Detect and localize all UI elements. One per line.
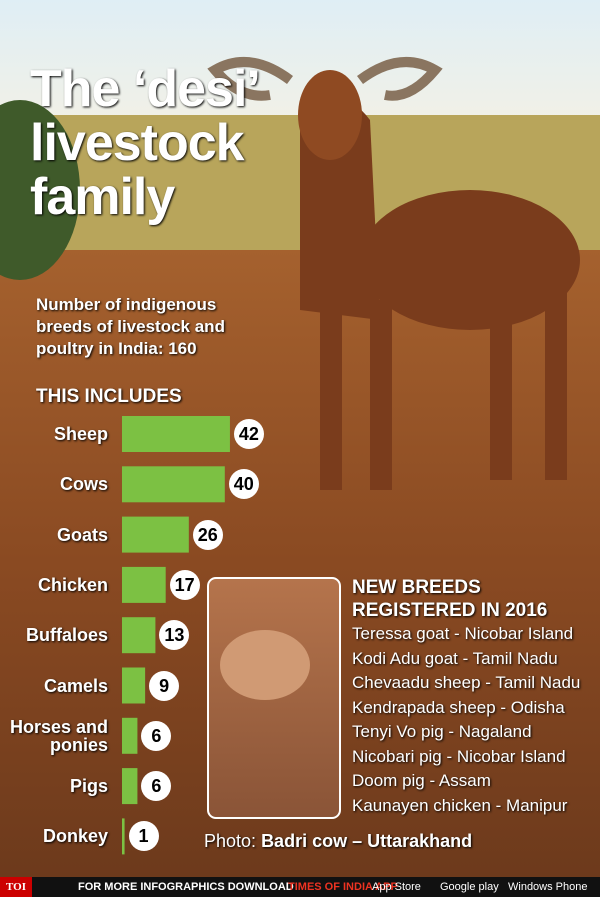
new-breed: Doom pig - Assam — [352, 771, 491, 790]
value-label: 6 — [141, 771, 172, 802]
value-label: 42 — [233, 419, 264, 449]
value-label: 40 — [228, 469, 259, 500]
value-label: 13 — [159, 620, 190, 651]
value-label: 9 — [149, 670, 180, 701]
photo-caption: Photo: Badri cow – Uttarakhand — [204, 831, 472, 852]
category-label: Donkey — [42, 826, 108, 847]
caption-prefix: Photo: — [204, 831, 257, 851]
new-breed: Chevaadu sheep - Tamil Nadu — [352, 673, 581, 692]
category-label: Goats — [56, 524, 108, 545]
new-breeds-title: NEW BREEDS REGISTERED IN 2016 — [352, 577, 548, 621]
new-breed: Nicobari pig - Nicobar Island — [352, 746, 566, 766]
title: The ‘desi’ livestock family — [30, 60, 258, 226]
bar — [122, 667, 146, 704]
bar — [122, 566, 166, 603]
category-label: Chicken — [37, 574, 108, 595]
new-breed: Teressa goat - Nicobar Island — [352, 624, 574, 643]
category-label: Horses and ponies — [9, 716, 108, 755]
new-breed: Tenyi Vo pig - Nagaland — [352, 722, 532, 741]
value-label: 26 — [192, 519, 223, 550]
value-label: 1 — [128, 821, 159, 852]
store: Windows Phone — [508, 881, 588, 893]
store: Google play — [440, 881, 499, 893]
section-label: THIS INCLUDES — [36, 386, 182, 407]
footer-text: FOR MORE INFOGRAPHICS DOWNLOAD — [78, 881, 294, 893]
category-label: Pigs — [69, 776, 108, 797]
footer-app: TIMES OF INDIA APP — [288, 881, 398, 893]
bar — [122, 768, 138, 805]
store: App Store — [372, 881, 421, 893]
bar — [122, 416, 230, 452]
value-label: 6 — [141, 720, 172, 751]
new-breed: Kendrapada sheep - Odisha — [352, 697, 565, 717]
category-label: Cows — [59, 474, 108, 495]
new-breed: Kaunayen chicken - Manipur — [352, 795, 568, 815]
brand: TOI — [0, 877, 32, 897]
footer: TOI FOR MORE INFOGRAPHICS DOWNLOAD TIMES… — [0, 877, 600, 897]
caption: Badri cow – Uttarakhand — [261, 831, 473, 851]
category-label: Sheep — [53, 424, 108, 444]
bar — [122, 717, 138, 754]
bar — [122, 516, 189, 553]
new-breed: Kodi Adu goat - Tamil Nadu — [352, 648, 558, 668]
bar — [122, 818, 125, 855]
category-label: Buffaloes — [25, 625, 108, 646]
subtitle: Number of indigenous breeds of livestock… — [36, 295, 225, 358]
bar — [122, 617, 156, 654]
value-label: 17 — [169, 569, 200, 600]
bar — [122, 466, 225, 503]
category-label: Camels — [43, 675, 108, 696]
